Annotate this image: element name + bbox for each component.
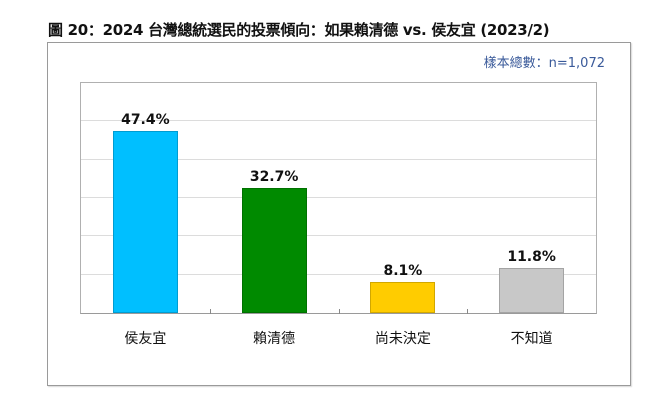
gridline: [81, 235, 596, 237]
bar-1: [241, 187, 307, 313]
x-axis-tick: [338, 309, 340, 314]
bar-value-label: 8.1%: [383, 262, 423, 279]
category-label: 尚未決定: [374, 331, 431, 347]
gridline: [81, 197, 596, 198]
gridline: [81, 158, 596, 160]
chart-frame: 樣本總數：n=1,072 47.4% 32.7% 8.1% 11.8% 侯友宜 賴清德 尚…: [47, 42, 631, 386]
bar-2: [370, 281, 436, 313]
x-axis-tick: [467, 309, 469, 314]
bar-0: [112, 131, 178, 313]
bar-value-label: 32.7%: [249, 168, 299, 185]
bar-value-label: 11.8%: [507, 248, 556, 265]
sample-size-label: 樣本總數：n=1,072: [483, 56, 605, 71]
gridline: [81, 273, 596, 275]
gridline: [81, 120, 596, 122]
category-label: 不知道: [510, 331, 553, 347]
category-label: 賴清德: [253, 331, 296, 347]
category-label: 侯友宜: [124, 331, 167, 347]
bar-value-label: 47.4%: [121, 112, 170, 129]
plot-area: 47.4% 32.7% 8.1% 11.8%: [80, 82, 597, 314]
chart-title: 圖 20：2024 台灣總統選民的投票傾向：如果賴清德 vs. 侯友宜 (202…: [48, 21, 550, 39]
x-axis-tick: [209, 309, 211, 314]
bar-3: [499, 267, 565, 313]
